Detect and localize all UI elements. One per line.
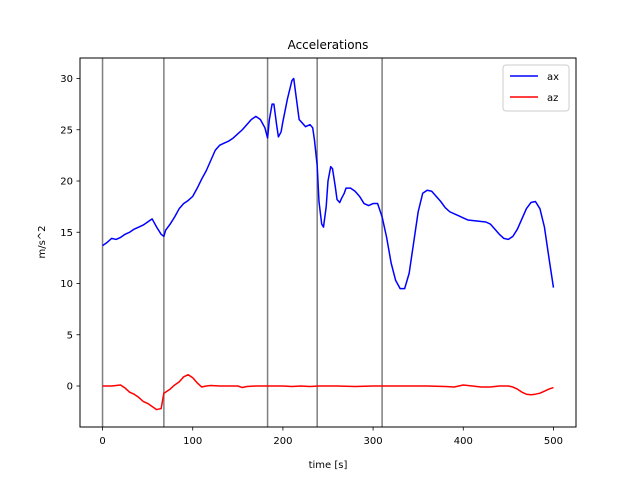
y-tick-label: 15 xyxy=(60,228,73,239)
y-tick-label: 10 xyxy=(60,279,73,290)
series-line-az xyxy=(102,373,554,411)
x-tick-label: 400 xyxy=(454,436,473,447)
legend-box xyxy=(502,64,570,112)
x-tick-label: 200 xyxy=(273,436,292,447)
y-axis-ticks: 0 5 10 15 20 25 30 xyxy=(60,74,80,393)
plot-area-frame xyxy=(79,57,577,428)
series-lines xyxy=(102,77,555,411)
x-tick-label: 300 xyxy=(364,436,383,447)
legend: ax az xyxy=(502,64,570,112)
y-axis-label: m/s^2 xyxy=(37,225,48,258)
x-axis-ticks: 0 100 200 300 400 500 xyxy=(99,427,563,447)
y-tick-label: 25 xyxy=(60,125,73,136)
chart-title: Accelerations xyxy=(288,38,369,52)
y-tick-label: 0 xyxy=(67,382,73,393)
y-tick-label: 20 xyxy=(60,177,73,188)
y-tick-label: 5 xyxy=(67,330,73,341)
x-axis-label: time [s] xyxy=(309,460,348,471)
y-tick-label: 30 xyxy=(60,74,73,85)
legend-label-az: az xyxy=(547,93,558,104)
vertical-markers xyxy=(101,58,383,427)
series-line-ax xyxy=(102,77,555,290)
x-tick-label: 500 xyxy=(544,436,563,447)
x-tick-label: 100 xyxy=(183,436,202,447)
x-tick-label: 0 xyxy=(99,436,105,447)
legend-label-ax: ax xyxy=(547,72,559,83)
